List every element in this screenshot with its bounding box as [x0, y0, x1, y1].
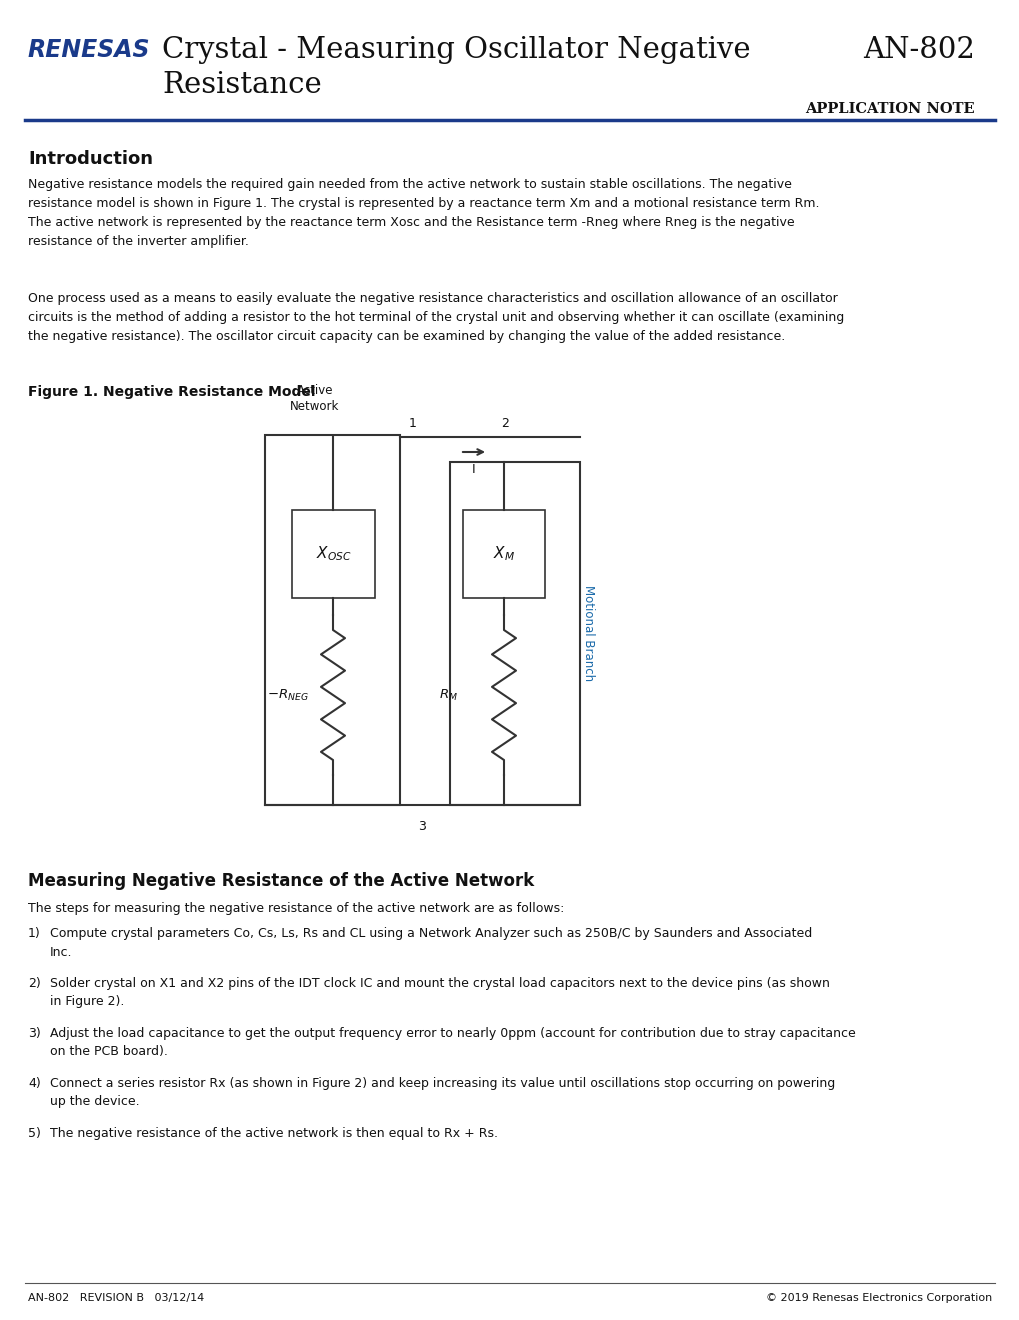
- Text: 2): 2): [28, 977, 41, 990]
- Text: Connect a series resistor Rx (as shown in Figure 2) and keep increasing its valu: Connect a series resistor Rx (as shown i…: [50, 1077, 835, 1109]
- Text: $-R_{NEG}$: $-R_{NEG}$: [267, 688, 309, 702]
- Text: $R_M$: $R_M$: [438, 688, 458, 702]
- Text: 3): 3): [28, 1027, 41, 1040]
- Text: © 2019 Renesas Electronics Corporation: © 2019 Renesas Electronics Corporation: [765, 1294, 991, 1303]
- Text: Solder crystal on X1 and X2 pins of the IDT clock IC and mount the crystal load : Solder crystal on X1 and X2 pins of the …: [50, 977, 829, 1008]
- Text: 5): 5): [28, 1127, 41, 1140]
- Text: AN-802   REVISION B   03/12/14: AN-802 REVISION B 03/12/14: [28, 1294, 204, 1303]
- Text: The negative resistance of the active network is then equal to Rx + Rs.: The negative resistance of the active ne…: [50, 1127, 497, 1140]
- Bar: [463, 510, 544, 598]
- Text: 1: 1: [409, 417, 417, 430]
- Bar: [449, 462, 580, 805]
- Text: Adjust the load capacitance to get the output frequency error to nearly 0ppm (ac: Adjust the load capacitance to get the o…: [50, 1027, 855, 1059]
- Text: $X_{OSC}$: $X_{OSC}$: [315, 545, 351, 564]
- Text: One process used as a means to easily evaluate the negative resistance character: One process used as a means to easily ev…: [28, 292, 844, 343]
- Text: 3: 3: [418, 820, 426, 833]
- Text: 4): 4): [28, 1077, 41, 1090]
- Bar: [291, 510, 375, 598]
- Text: The steps for measuring the negative resistance of the active network are as fol: The steps for measuring the negative res…: [28, 902, 564, 915]
- Text: Motional Branch: Motional Branch: [582, 585, 594, 681]
- Text: Measuring Negative Resistance of the Active Network: Measuring Negative Resistance of the Act…: [28, 873, 534, 890]
- Text: 2: 2: [500, 417, 508, 430]
- Text: RENESAS: RENESAS: [28, 38, 151, 62]
- Text: Active
Network: Active Network: [290, 384, 339, 413]
- Text: $X_M$: $X_M$: [492, 545, 515, 564]
- Text: AN-802: AN-802: [862, 36, 974, 63]
- Text: 1): 1): [28, 927, 41, 940]
- Text: Compute crystal parameters Co, Cs, Ls, Rs and CL using a Network Analyzer such a: Compute crystal parameters Co, Cs, Ls, R…: [50, 927, 811, 958]
- Text: I: I: [472, 463, 475, 477]
- Text: Negative resistance models the required gain needed from the active network to s: Negative resistance models the required …: [28, 178, 818, 248]
- Text: Figure 1. Negative Resistance Model: Figure 1. Negative Resistance Model: [28, 385, 315, 399]
- Text: APPLICATION NOTE: APPLICATION NOTE: [805, 102, 974, 116]
- Text: Crystal - Measuring Oscillator Negative
Resistance: Crystal - Measuring Oscillator Negative …: [162, 36, 750, 99]
- Bar: [265, 436, 399, 805]
- Text: Introduction: Introduction: [28, 150, 153, 168]
